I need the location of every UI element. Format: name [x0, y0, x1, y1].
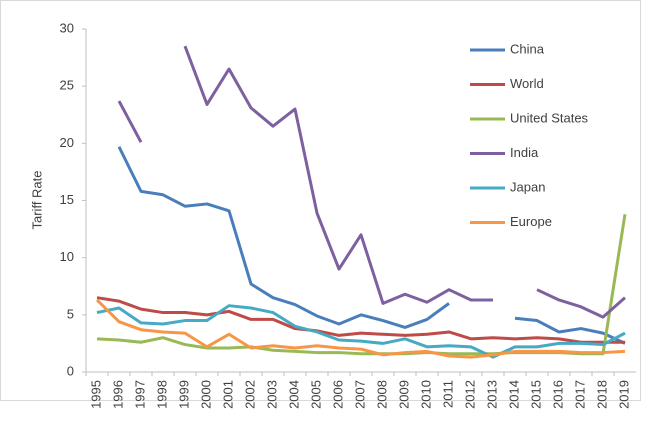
- legend-label: United States: [510, 110, 589, 125]
- x-tick-label: 1999: [176, 380, 191, 409]
- legend-label: China: [510, 41, 545, 56]
- x-tick-label: 2004: [286, 380, 301, 409]
- legend-label: India: [510, 145, 539, 160]
- x-tick-label: 2008: [374, 380, 389, 409]
- y-tick-label: 15: [60, 192, 74, 207]
- y-axis-label: Tariff Rate: [29, 170, 44, 229]
- x-tick-label: 2018: [594, 380, 609, 409]
- x-tick-label: 2001: [220, 380, 235, 409]
- chart-frame: [0, 0, 641, 401]
- x-tick-label: 2011: [440, 380, 455, 408]
- x-tick-label: 1996: [110, 380, 125, 409]
- legend-label: Japan: [510, 179, 545, 194]
- x-tick-label: 2003: [264, 380, 279, 409]
- x-tick-label: 2019: [616, 380, 631, 409]
- x-tick-label: 2016: [550, 380, 565, 409]
- series-line: [95, 298, 626, 359]
- y-tick-label: 10: [60, 249, 74, 264]
- x-tick-label: 1997: [132, 380, 147, 409]
- x-tick-label: 1998: [154, 380, 169, 409]
- y-tick-label: 25: [60, 78, 74, 93]
- x-tick-label: 2015: [528, 380, 543, 409]
- x-tick-label: 2012: [462, 380, 477, 409]
- x-tick-label: 2013: [484, 380, 499, 409]
- x-tick-label: 1995: [88, 380, 103, 409]
- y-tick-label: 0: [67, 363, 74, 378]
- x-tick-label: 2000: [198, 380, 213, 409]
- x-tick-label: 2017: [572, 380, 587, 409]
- x-tick-label: 2002: [242, 380, 257, 409]
- x-tick-label: 2010: [418, 380, 433, 409]
- y-tick-label: 30: [60, 20, 74, 35]
- legend-label: World: [510, 76, 544, 91]
- x-tick-label: 2005: [308, 380, 323, 409]
- legend-label: Europe: [510, 214, 552, 229]
- y-tick-label: 20: [60, 135, 74, 150]
- series-line: [96, 304, 626, 359]
- x-tick-label: 2006: [330, 380, 345, 409]
- x-tick-label: 2014: [506, 380, 521, 409]
- series-line: [96, 296, 625, 344]
- x-tick-label: 2009: [396, 380, 411, 409]
- y-tick-label: 5: [67, 306, 74, 321]
- x-tick-label: 2007: [352, 380, 367, 409]
- series-line: [117, 45, 626, 319]
